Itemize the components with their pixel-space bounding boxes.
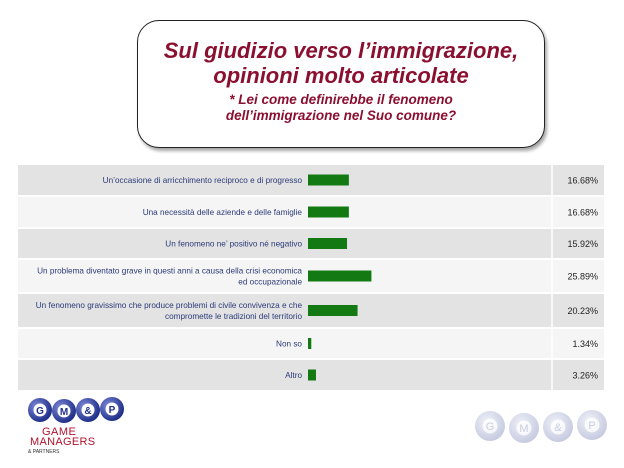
- category-label: Un fenomeno gravissimo che produce probl…: [36, 301, 303, 310]
- watermark-ball-3: &: [543, 412, 573, 442]
- chart-subtitle-line2: dell’immigrazione nel Suo comune?: [225, 108, 457, 123]
- logo-text-managers: MANAGERS: [30, 436, 96, 448]
- logo-ball-1: G: [28, 398, 52, 422]
- category-label: Un’occasione di arricchimento reciproco …: [103, 176, 303, 185]
- watermark-ball-2-label: M: [519, 423, 528, 435]
- category-label: Non so: [276, 340, 302, 349]
- category-label: Altro: [285, 371, 302, 380]
- chart-title-line2: opinioni molto articolate: [213, 63, 469, 88]
- data-bar: [308, 206, 349, 218]
- value-label: 16.68%: [567, 208, 598, 218]
- category-label: Un problema diventato grave in questi an…: [37, 267, 302, 276]
- logo-text-game: GAME: [42, 426, 77, 438]
- watermark-ball-2: M: [509, 413, 539, 443]
- watermark-ball-1: G: [475, 411, 505, 441]
- logo-ball-2-label: M: [60, 407, 68, 418]
- data-bar: [308, 238, 348, 249]
- watermark-ball-3-label: &: [554, 422, 562, 434]
- chart-title-line1: Sul giudizio verso l’immigrazione,: [163, 38, 519, 63]
- logo-text-partners: & PARTNERS: [28, 449, 60, 455]
- watermark-ball-4-label: P: [588, 420, 595, 432]
- value-label: 3.26%: [572, 371, 598, 381]
- category-label: compromette le tradizioni del territorio: [165, 312, 302, 321]
- watermark-ball-1-label: G: [486, 421, 495, 433]
- logo-ball-3: &: [76, 398, 100, 422]
- chart-subtitle: * Lei come definirebbe il fenomeno dell’…: [138, 92, 544, 124]
- logo-ball-4-label: P: [109, 405, 116, 416]
- data-bar: [308, 174, 349, 186]
- data-bar: [308, 338, 312, 349]
- company-logo: G M & P GAME MANAGERS & PARTNERS: [26, 396, 126, 458]
- logo-balls: G M & P: [28, 397, 124, 423]
- value-label: 16.68%: [567, 176, 598, 186]
- value-label: 15.92%: [567, 239, 598, 249]
- logo-ball-3-label: &: [84, 406, 91, 417]
- logo-ball-2: M: [52, 399, 76, 423]
- value-label: 1.34%: [572, 339, 598, 349]
- data-bar: [308, 305, 358, 316]
- category-label: ed occupazionale: [238, 278, 302, 287]
- value-label: 25.89%: [567, 272, 598, 282]
- chart-title: Sul giudizio verso l’immigrazione, opini…: [138, 38, 544, 88]
- category-label: Un fenomeno ne’ positivo né negativo: [165, 240, 302, 249]
- logo-ball-4: P: [100, 397, 124, 421]
- chart-subtitle-line1: * Lei come definirebbe il fenomeno: [229, 92, 453, 107]
- data-bar: [308, 369, 316, 381]
- watermark-logo: G M & P: [475, 410, 607, 443]
- title-box: Sul giudizio verso l’immigrazione, opini…: [137, 20, 545, 148]
- value-label: 20.23%: [567, 306, 598, 316]
- category-label: Una necessità delle aziende e delle fami…: [143, 208, 303, 217]
- data-bar: [308, 270, 372, 282]
- logo-ball-1-label: G: [36, 406, 44, 417]
- watermark-ball-4: P: [577, 410, 607, 440]
